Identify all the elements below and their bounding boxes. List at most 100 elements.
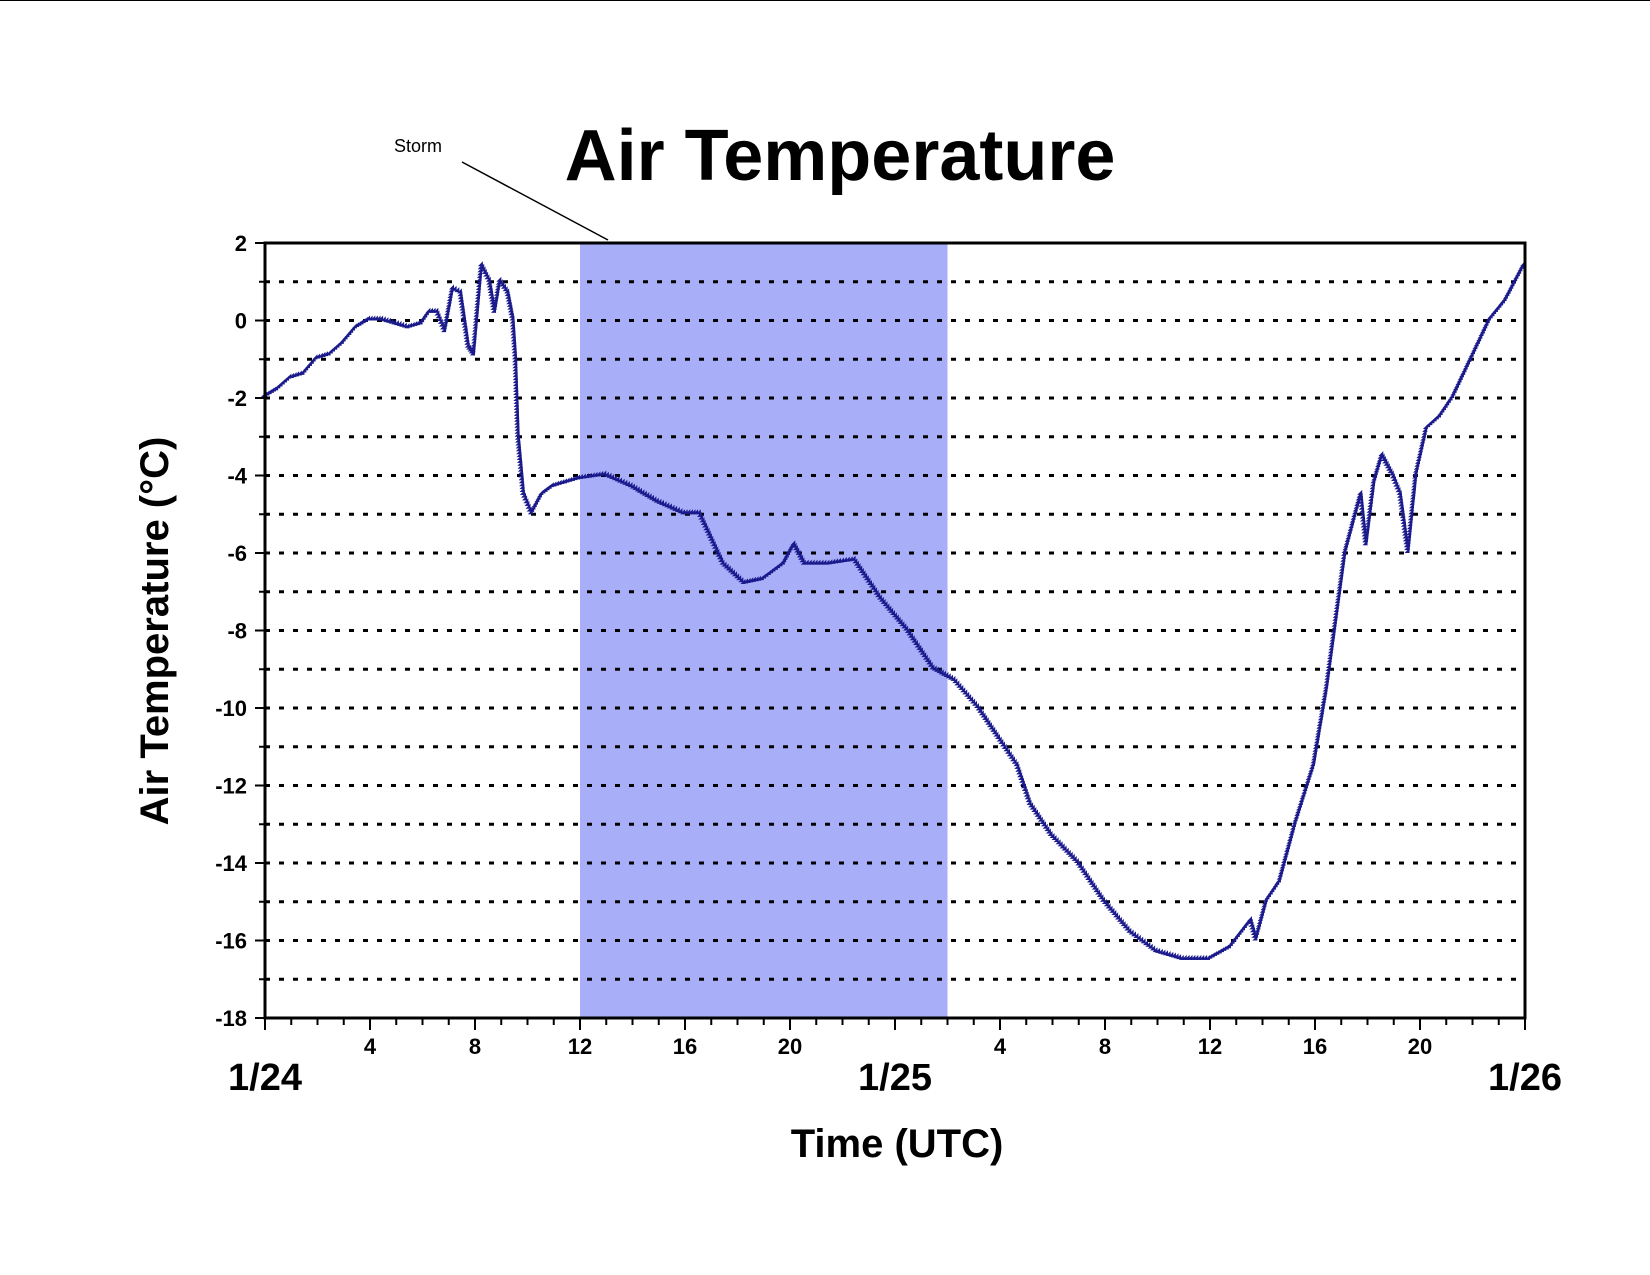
data-point (477, 261, 483, 267)
data-point (1049, 833, 1055, 839)
data-point (513, 384, 519, 390)
data-point (919, 649, 925, 655)
data-point (284, 375, 290, 381)
data-point (358, 319, 364, 325)
data-point (1207, 953, 1213, 959)
data-point (1128, 929, 1134, 935)
data-point (510, 324, 516, 330)
data-point (486, 279, 492, 285)
data-point (517, 466, 523, 472)
data-point (1021, 786, 1027, 792)
data-point (950, 675, 956, 681)
data-point (765, 570, 771, 576)
data-point (875, 592, 881, 598)
data-point (993, 731, 999, 737)
x-tick-label: 20 (778, 1034, 802, 1059)
data-point (428, 307, 434, 313)
data-point (512, 354, 518, 360)
data-point (706, 533, 712, 539)
data-point (542, 486, 548, 492)
data-point (1389, 473, 1395, 479)
data-point (1147, 943, 1153, 949)
data-point (464, 342, 470, 348)
data-point (1214, 949, 1220, 955)
data-point (365, 315, 371, 321)
data-point (901, 623, 907, 629)
data-point (1397, 498, 1403, 504)
data-point (693, 509, 699, 515)
data-point (367, 315, 373, 321)
data-point (708, 535, 714, 541)
data-point (886, 605, 892, 611)
data-point (511, 339, 517, 345)
data-point (325, 350, 331, 356)
x-tick-label: 12 (568, 1034, 592, 1059)
data-point (386, 317, 392, 323)
data-point (1020, 783, 1026, 789)
data-point (983, 717, 989, 723)
data-point (1145, 941, 1151, 947)
data-point (1026, 799, 1032, 805)
data-point (1360, 519, 1366, 525)
data-point (836, 557, 842, 563)
data-point (868, 582, 874, 588)
data-point (1247, 918, 1253, 924)
data-point (512, 360, 518, 366)
data-point (514, 422, 520, 428)
data-point (515, 440, 521, 446)
data-point (449, 284, 455, 290)
data-point (884, 603, 890, 609)
data-point (1093, 887, 1099, 893)
data-point (606, 472, 612, 478)
data-point (1037, 816, 1043, 822)
data-point (512, 378, 518, 384)
y-tick-label: -2 (227, 386, 247, 411)
data-point (460, 314, 466, 320)
data-point (1427, 420, 1433, 426)
data-point (518, 472, 524, 478)
data-point (1387, 468, 1393, 474)
data-point (1384, 463, 1390, 469)
data-point (695, 509, 701, 515)
data-point (917, 647, 923, 653)
data-point (1019, 777, 1025, 783)
data-point (978, 710, 984, 716)
data-point (795, 549, 801, 555)
data-point (1008, 753, 1014, 759)
data-point (1397, 492, 1403, 498)
data-point (777, 561, 783, 567)
data-point (356, 320, 362, 326)
data-point (509, 315, 515, 321)
data-point (580, 473, 586, 479)
x-tick-label: 4 (994, 1034, 1007, 1059)
data-point (677, 508, 683, 514)
data-point (504, 288, 510, 294)
data-point (863, 575, 869, 581)
data-point (510, 330, 516, 336)
data-point (734, 573, 740, 579)
data-point (931, 665, 937, 671)
data-point (496, 276, 502, 282)
data-point (1361, 525, 1367, 531)
data-point (914, 642, 920, 648)
data-point (1019, 780, 1025, 786)
data-point (332, 344, 338, 350)
data-point (521, 492, 527, 498)
data-point (458, 299, 464, 305)
data-point (519, 489, 525, 495)
data-point (687, 509, 693, 515)
data-point (1397, 495, 1403, 501)
data-point (513, 404, 519, 410)
data-point (518, 475, 524, 481)
data-point (996, 736, 1002, 742)
data-point (964, 691, 970, 697)
data-point (895, 616, 901, 622)
data-point (525, 503, 531, 509)
data-point (1107, 905, 1113, 911)
data-point (622, 479, 628, 485)
data-point (710, 541, 716, 547)
x-date-label: 1/25 (858, 1057, 932, 1099)
data-point (1187, 954, 1193, 960)
data-point (513, 390, 519, 396)
data-point (1065, 849, 1071, 855)
